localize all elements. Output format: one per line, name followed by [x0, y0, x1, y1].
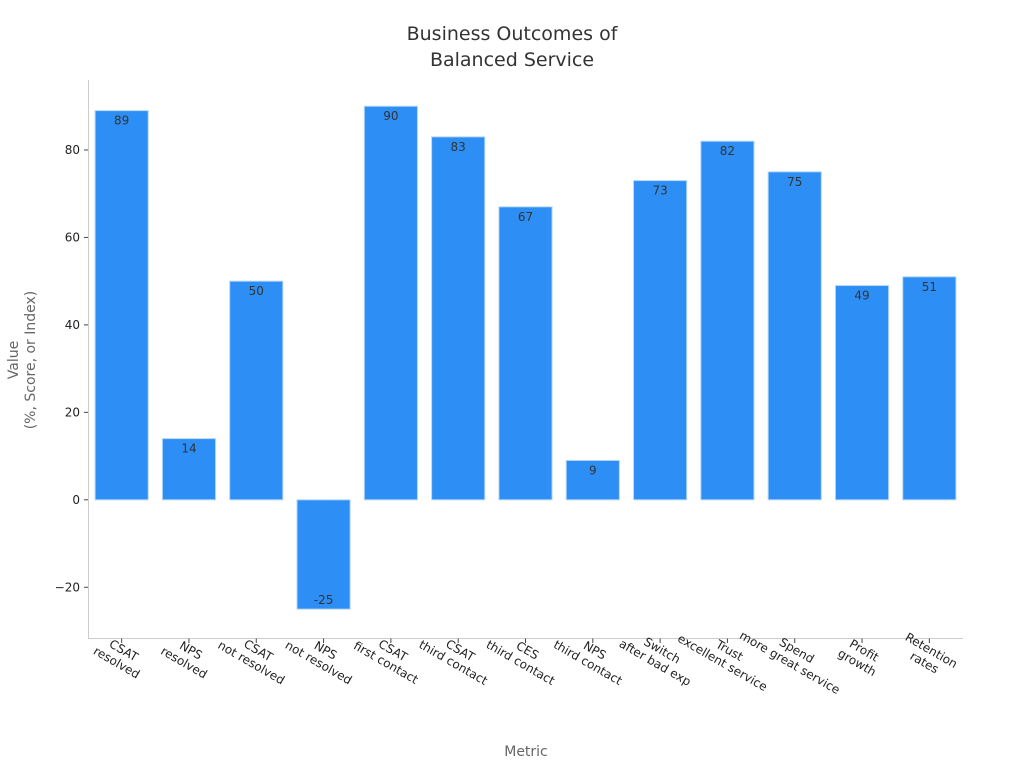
bar-1 [94, 110, 149, 501]
bar-9 [633, 180, 688, 501]
y-axis-label: Value (%, Score, or Index) [6, 291, 39, 430]
value-label-6: 83 [451, 140, 466, 154]
bar-13 [902, 276, 957, 501]
value-label-12: 49 [854, 289, 869, 303]
y-tick-label-4: 40 [65, 318, 80, 332]
bar-8 [565, 459, 620, 501]
x-axis-label: Metric [504, 744, 548, 760]
y-tick-label-1: −20 [55, 580, 80, 594]
y-tick-label-5: 60 [65, 230, 80, 244]
bar-11 [767, 171, 822, 501]
bar-2 [161, 438, 217, 501]
y-tick-label-2: 0 [72, 493, 80, 507]
value-label-2: 14 [181, 442, 196, 456]
bar-4 [296, 499, 351, 610]
value-label-13: 51 [922, 280, 937, 294]
value-label-7: 67 [518, 210, 533, 224]
y-axis-label-line-2: (%, Score, or Index) [23, 291, 39, 430]
value-label-11: 75 [787, 175, 802, 189]
y-tick-label-6: 80 [65, 143, 80, 157]
bar-12 [834, 285, 890, 501]
value-label-group: 89 14 50 -25 90 83 67 9 73 82 75 49 51 [114, 109, 937, 607]
bar-5 [363, 105, 418, 501]
y-axis-label-line-1: Value [6, 341, 22, 379]
value-label-8: 9 [589, 463, 597, 477]
chart-title-line-1: Business Outcomes of [407, 23, 619, 45]
value-label-10: 82 [720, 144, 735, 158]
value-label-4: -25 [314, 593, 334, 607]
bar-6 [431, 136, 486, 501]
bar-10 [700, 140, 755, 501]
value-label-1: 89 [114, 114, 129, 128]
bar-group [94, 105, 957, 610]
value-label-5: 90 [383, 109, 398, 123]
y-axis-ticks: −20 0 20 40 60 80 [55, 143, 88, 594]
value-label-3: 50 [249, 284, 264, 298]
y-tick-label-3: 20 [65, 405, 80, 419]
chart-title-line-2: Balanced Service [430, 49, 594, 71]
value-label-9: 73 [652, 184, 667, 198]
bar-7 [498, 206, 553, 501]
bar-3 [229, 280, 284, 501]
